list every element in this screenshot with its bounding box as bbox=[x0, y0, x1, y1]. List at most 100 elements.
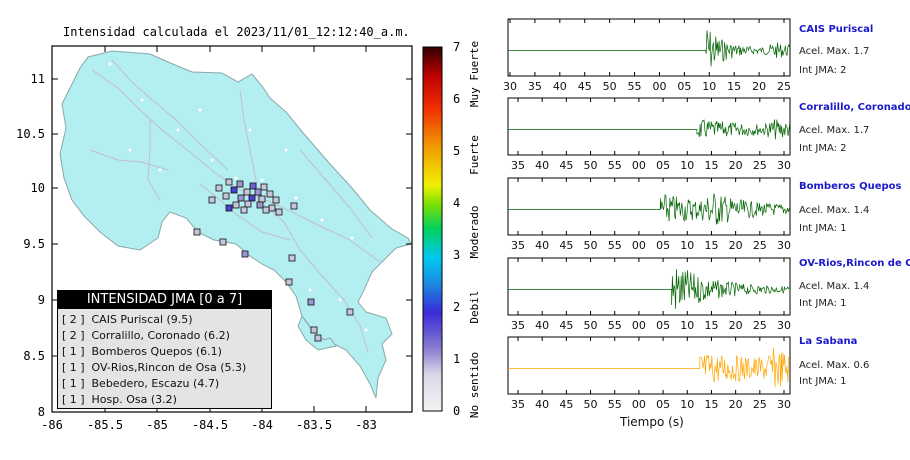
lat-tick-label: 8.5 bbox=[23, 349, 45, 363]
time-tick-label: 50 bbox=[603, 80, 617, 93]
colorbar-labels: No sentido Debil Moderado Fuerte Muy Fuerte bbox=[468, 41, 481, 418]
time-tick-label: 40 bbox=[535, 319, 549, 332]
station-marker bbox=[307, 298, 315, 306]
time-tick-label: 05 bbox=[656, 159, 670, 172]
lat-tick-label: 10.5 bbox=[16, 127, 45, 141]
time-tick-label: 15 bbox=[704, 239, 718, 252]
map-land bbox=[59, 50, 412, 399]
time-tick-label: 00 bbox=[652, 80, 666, 93]
time-tick-label: 45 bbox=[559, 398, 573, 411]
intensity-legend: INTENSIDAD JMA [0 a 7] [ 2 ] CAIS Purisc… bbox=[57, 290, 272, 409]
time-tick-label: 25 bbox=[753, 398, 767, 411]
time-tick-label: 40 bbox=[553, 80, 567, 93]
legend-text: CAIS Puriscal (9.5) bbox=[91, 313, 193, 326]
lat-tick-label: 10 bbox=[31, 181, 45, 195]
road-line bbox=[257, 199, 369, 353]
colorbar-tick-label: 2 bbox=[453, 300, 460, 314]
longitude-axis: -86 -85.5 -85 -84.5 -84 -83.5 -83 bbox=[41, 46, 377, 432]
station-marker bbox=[260, 183, 268, 191]
legend-text: Bomberos Quepos (6.1) bbox=[91, 345, 222, 358]
lon-tick-label: -86 bbox=[41, 418, 63, 432]
station-marker bbox=[285, 278, 293, 286]
time-tick-label: 35 bbox=[511, 398, 525, 411]
station-jma: Int JMA: 1 bbox=[799, 223, 847, 234]
legend-level: [ 1 ] bbox=[62, 345, 85, 358]
road-line bbox=[111, 59, 229, 171]
road-line bbox=[199, 183, 291, 241]
time-tick-label: 35 bbox=[511, 159, 525, 172]
colorbar-label: Fuerte bbox=[468, 135, 481, 175]
station-marker bbox=[272, 196, 280, 204]
waveform-panel: 35 40 45 50 55 00 05 10 15 20 25 30 bbox=[507, 177, 791, 252]
station-name[interactable]: La Sabana bbox=[799, 336, 858, 347]
time-tick-label: 50 bbox=[584, 319, 598, 332]
colorbar-tick-label: 4 bbox=[453, 196, 460, 210]
time-tick-label: 05 bbox=[677, 80, 691, 93]
time-tick-label: 55 bbox=[608, 239, 622, 252]
lon-tick-label: -85.5 bbox=[87, 418, 123, 432]
station-accel: Acel. Max. 1.4 bbox=[799, 281, 870, 292]
intensity-colorbar: 0 1 2 3 4 5 6 7 No sentido Debil Moderado Fuerte Mu… bbox=[422, 40, 481, 418]
town-marker bbox=[338, 298, 342, 302]
station-marker bbox=[268, 204, 276, 212]
station-marker bbox=[219, 238, 227, 246]
time-tick-label: 25 bbox=[753, 159, 767, 172]
time-tick-label: 25 bbox=[777, 80, 791, 93]
waveform-trace bbox=[508, 269, 790, 309]
time-tick-label: 10 bbox=[680, 159, 694, 172]
lon-tick-label: -84.5 bbox=[192, 418, 228, 432]
time-tick-label: 00 bbox=[632, 239, 646, 252]
town-marker bbox=[294, 196, 298, 200]
time-tick-label: 25 bbox=[753, 239, 767, 252]
legend-level: [ 1 ] bbox=[62, 377, 85, 390]
lat-tick-label: 8 bbox=[38, 405, 45, 419]
time-tick-label: 20 bbox=[729, 398, 743, 411]
town-marker bbox=[260, 178, 264, 182]
legend-item: [ 2 ] Corralillo, Coronado (6.2) bbox=[62, 328, 271, 344]
town-marker bbox=[198, 108, 202, 112]
time-tick-label: 10 bbox=[680, 319, 694, 332]
time-tick-label: 55 bbox=[628, 80, 642, 93]
station-name[interactable]: Bomberos Quepos bbox=[799, 181, 902, 192]
lat-tick-label: 11 bbox=[31, 72, 45, 86]
road-line bbox=[239, 89, 259, 201]
waveform-trace bbox=[508, 119, 791, 140]
station-marker bbox=[240, 206, 248, 214]
station-marker bbox=[232, 201, 240, 209]
station-marker bbox=[288, 254, 296, 262]
town-marker bbox=[210, 158, 214, 162]
legend-text: Bebedero, Escazu (4.7) bbox=[91, 377, 220, 390]
station-marker bbox=[256, 201, 264, 209]
station-marker bbox=[254, 188, 262, 196]
time-tick-label: 30 bbox=[503, 80, 517, 93]
time-tick-label: 45 bbox=[559, 239, 573, 252]
station-marker bbox=[225, 178, 233, 186]
time-tick-label: 40 bbox=[535, 239, 549, 252]
time-tick-label: 00 bbox=[632, 159, 646, 172]
colorbar-tick-label: 3 bbox=[453, 248, 460, 262]
station-accel: Acel. Max. 1.7 bbox=[799, 46, 870, 57]
colorbar-ticks: 0 1 2 3 4 5 6 7 bbox=[453, 40, 460, 418]
station-jma: Int JMA: 1 bbox=[799, 298, 847, 309]
colorbar-tick-label: 6 bbox=[453, 92, 460, 106]
station-marker bbox=[193, 228, 201, 236]
colorbar-label: Moderado bbox=[468, 206, 481, 259]
time-tick-label: 00 bbox=[632, 398, 646, 411]
waveform-panel: 35 40 45 50 55 00 05 10 15 20 25 30 bbox=[507, 336, 791, 411]
land-polygon bbox=[59, 50, 412, 399]
station-name[interactable]: CAIS Puriscal bbox=[799, 24, 874, 35]
waveform-panel: 35 40 45 50 55 00 05 10 15 20 25 30 bbox=[507, 97, 791, 172]
time-tick-label: 25 bbox=[753, 319, 767, 332]
time-tick-label: 35 bbox=[511, 319, 525, 332]
legend-item: [ 1 ] Bomberos Quepos (6.1) bbox=[62, 344, 271, 360]
town-marker bbox=[140, 98, 144, 102]
town-marker bbox=[320, 218, 324, 222]
time-tick-label: 55 bbox=[608, 159, 622, 172]
colorbar-tick-label: 1 bbox=[453, 352, 460, 366]
time-tick-label: 45 bbox=[559, 319, 573, 332]
time-tick-label: 05 bbox=[656, 319, 670, 332]
station-jma: Int JMA: 1 bbox=[799, 376, 847, 387]
station-name[interactable]: Corralillo, Coronado bbox=[799, 102, 910, 113]
station-name[interactable]: OV-Rios,Rincon de Osa bbox=[799, 258, 910, 269]
lat-tick-label: 9 bbox=[38, 293, 45, 307]
